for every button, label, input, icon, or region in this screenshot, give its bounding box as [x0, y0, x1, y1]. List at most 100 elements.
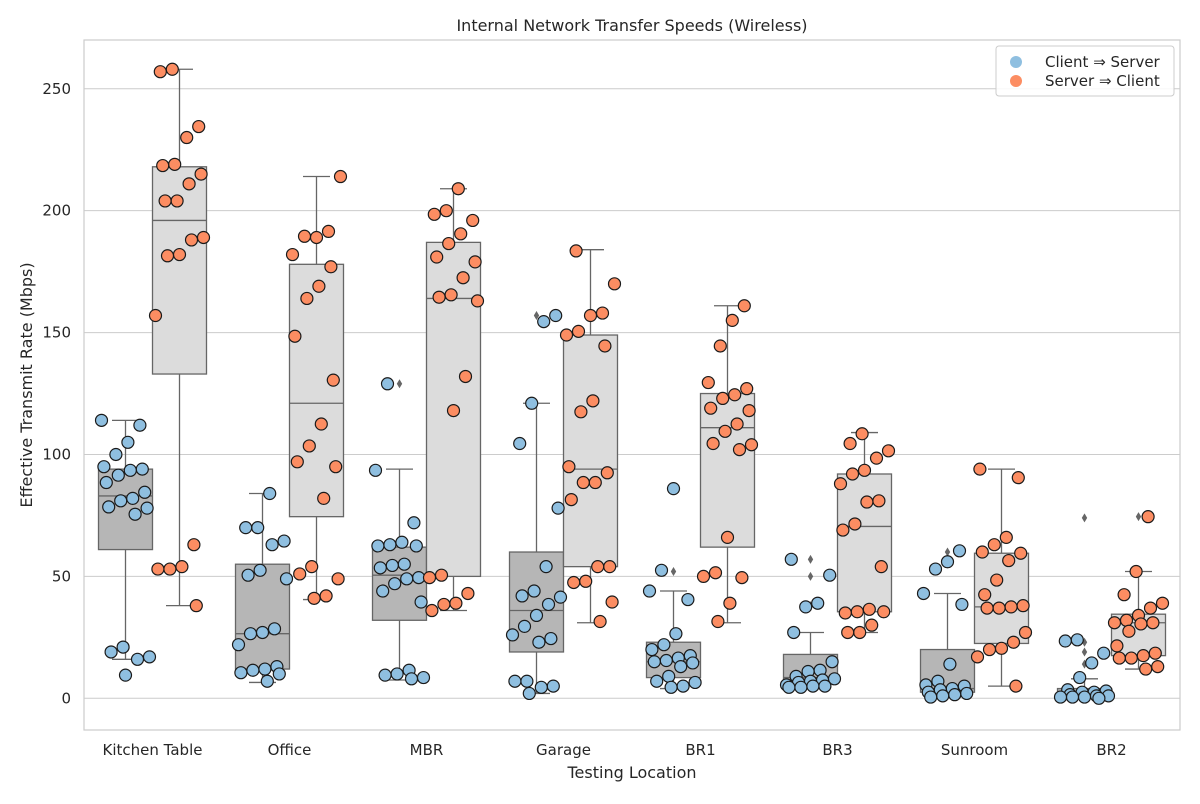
y-tick-label: 50 [52, 567, 71, 585]
data-point-client-server [246, 663, 260, 677]
data-point-server-client [838, 606, 852, 620]
data-point-client-server [1077, 690, 1092, 704]
data-point-server-client [321, 224, 336, 238]
data-point-client-server [400, 572, 414, 586]
data-point-client-server [657, 638, 671, 652]
iqr-box [699, 392, 756, 548]
data-point-client-server [373, 561, 387, 575]
legend-marker-server-client [1010, 75, 1022, 87]
data-point-client-server [659, 653, 673, 668]
data-point-server-client [189, 599, 203, 613]
legend: Client ⇒ Server Server ⇒ Client [995, 45, 1175, 97]
data-point-client-server [383, 538, 397, 552]
data-point-client-server [642, 584, 657, 598]
data-point-server-client [706, 436, 720, 451]
x-tick-label: Office [268, 741, 312, 759]
data-point-client-server [121, 435, 135, 449]
data-point-client-server [378, 668, 392, 682]
plot-frame [83, 39, 1181, 731]
data-point-server-client [293, 567, 307, 581]
data-point-server-client [833, 477, 848, 491]
data-point-server-client [874, 560, 888, 574]
data-point-client-server [654, 563, 669, 577]
data-point-client-server [99, 475, 113, 490]
data-point-server-client [1107, 616, 1122, 630]
y-tick-labels: 0 50 100 150 200 250 [42, 80, 71, 708]
data-point-client-server [272, 667, 286, 681]
data-point-server-client [1112, 651, 1126, 665]
data-point-server-client [333, 169, 348, 184]
data-point-server-client [559, 328, 574, 342]
outlier-marker [807, 571, 814, 581]
data-point-server-client [862, 602, 876, 616]
data-point-server-client [442, 236, 456, 251]
data-points [94, 62, 1170, 705]
data-point-server-client [994, 641, 1009, 655]
x-tick-label: Garage [536, 741, 591, 759]
data-point-server-client [466, 213, 480, 228]
data-point-server-client [564, 492, 578, 507]
outlier-marker [944, 547, 951, 557]
data-point-client-server [537, 315, 551, 329]
data-point-client-server [818, 679, 832, 693]
data-point-server-client [182, 177, 196, 191]
data-point-client-server [1070, 633, 1084, 647]
data-point-server-client [160, 249, 175, 263]
data-point-server-client [708, 566, 723, 580]
data-point-server-client [1011, 471, 1025, 485]
data-point-client-server [407, 516, 421, 530]
data-point-server-client [430, 250, 444, 264]
data-point-client-server [948, 688, 962, 702]
data-point-client-server [940, 555, 955, 569]
data-point-server-client [196, 230, 211, 245]
data-point-server-client [845, 467, 860, 481]
iqr-box [288, 263, 345, 518]
data-point-server-client [326, 373, 340, 387]
data-point-client-server [414, 595, 428, 609]
data-point-server-client [990, 573, 1004, 587]
data-point-client-server [823, 568, 837, 582]
data-point-client-server [116, 640, 130, 654]
data-point-server-client [172, 247, 187, 262]
box-group-server-client [699, 305, 756, 624]
data-point-server-client [305, 560, 319, 574]
data-point-client-server [664, 680, 678, 694]
data-point-client-server [551, 501, 565, 515]
data-point-server-client [723, 596, 737, 610]
data-point-client-server [123, 463, 137, 477]
box-group-client-server [919, 547, 976, 698]
data-point-server-client [737, 299, 751, 313]
data-point-server-client [187, 538, 201, 552]
data-point-server-client [595, 306, 610, 320]
data-point-client-server [416, 670, 431, 685]
data-point-client-server [647, 655, 661, 669]
data-point-client-server [126, 491, 140, 505]
x-tick-label: BR2 [1096, 741, 1126, 759]
data-point-client-server [277, 534, 291, 548]
data-point-server-client [1009, 679, 1023, 693]
data-point-client-server [544, 631, 558, 646]
data-point-server-client [980, 601, 994, 615]
data-point-client-server [515, 589, 529, 603]
box-group-client-server [1056, 513, 1113, 699]
data-point-server-client [872, 494, 886, 508]
data-point-server-client [987, 538, 1001, 552]
data-point-server-client [735, 571, 749, 585]
data-point-server-client [192, 119, 206, 134]
data-point-server-client [1146, 616, 1160, 630]
data-point-server-client [740, 382, 754, 396]
data-point-client-server [265, 538, 279, 552]
legend-label-server-client: Server ⇒ Client [1045, 72, 1160, 90]
box-group-server-client [151, 68, 208, 607]
data-point-server-client [437, 597, 451, 612]
data-point-server-client [175, 560, 189, 574]
x-tick-label: Sunroom [941, 741, 1008, 759]
data-point-server-client [158, 194, 172, 208]
data-point-server-client [451, 182, 465, 196]
data-point-server-client [461, 586, 475, 601]
data-point-server-client [1134, 617, 1148, 631]
data-point-server-client [194, 167, 208, 181]
data-point-client-server [505, 628, 520, 642]
data-point-client-server [114, 494, 128, 508]
data-point-client-server [669, 627, 683, 641]
